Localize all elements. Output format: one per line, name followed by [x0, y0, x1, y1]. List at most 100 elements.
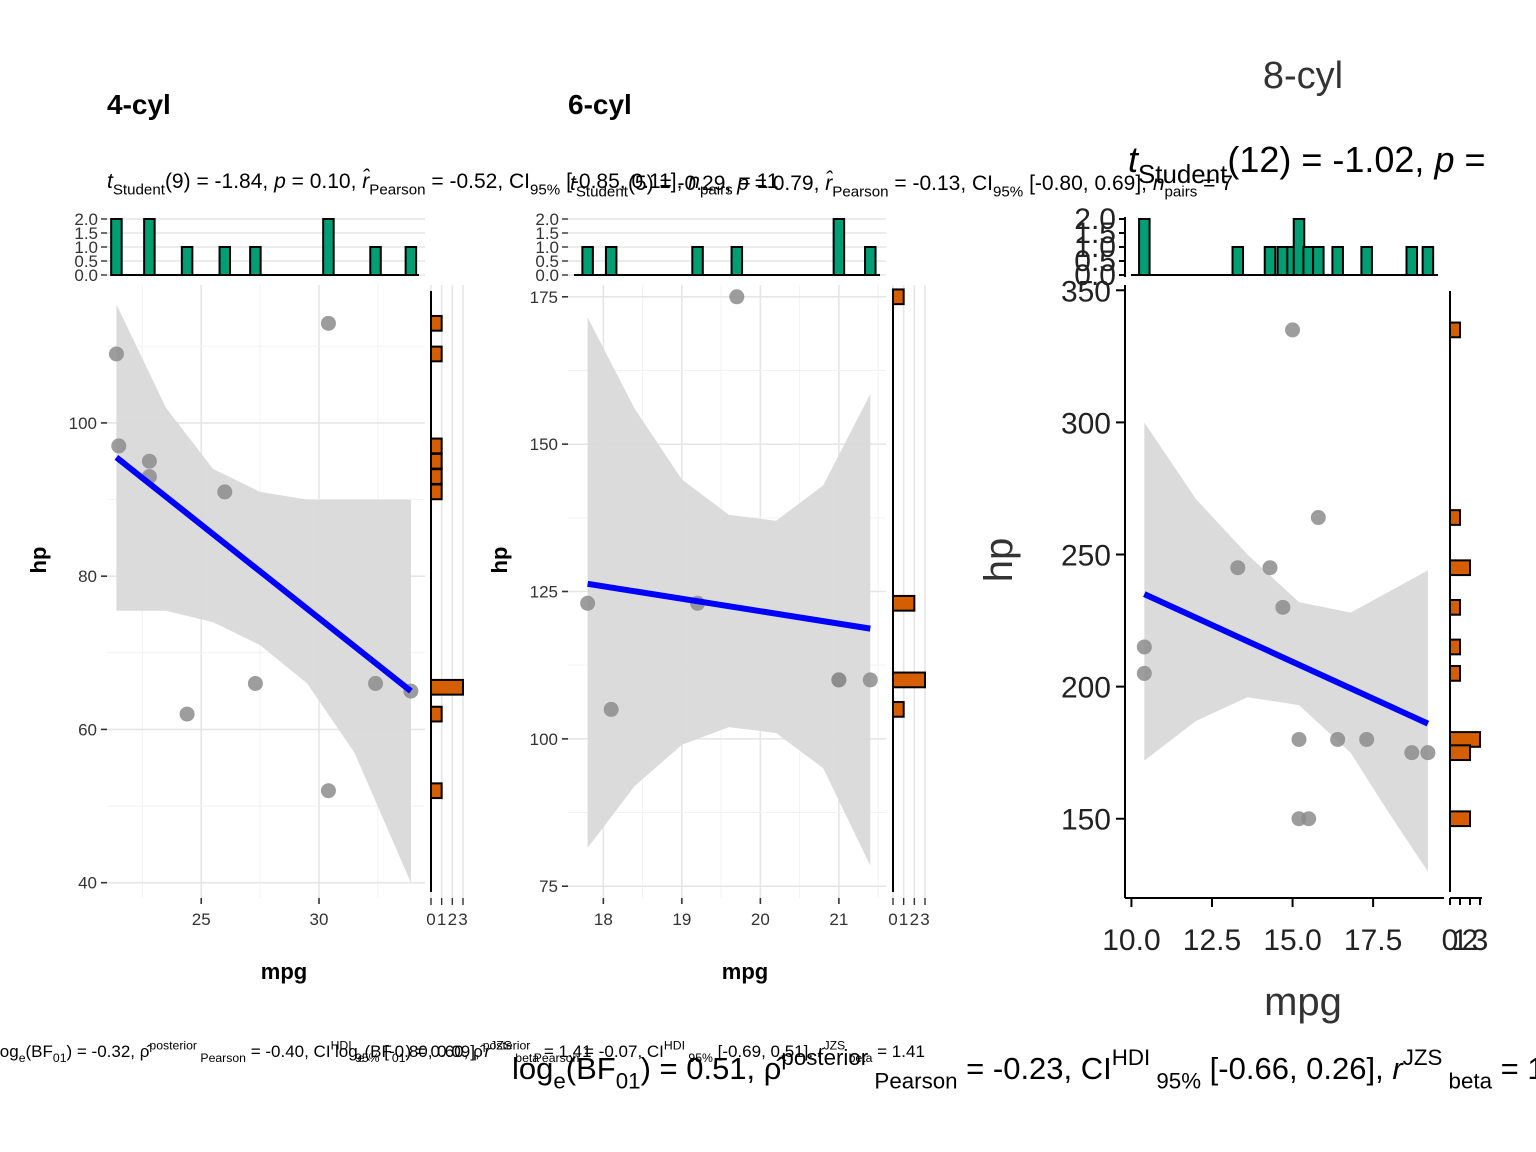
data-point	[217, 484, 233, 500]
top-hist-tick-label: 1.0	[535, 238, 559, 257]
caption-4-cyl: loge(BF01) = -0.32, ρ̂posterior Pearson …	[0, 1038, 592, 1065]
data-point	[1136, 665, 1152, 681]
y-tick-label: 75	[539, 877, 558, 896]
side-hist-bar	[892, 594, 916, 612]
top-hist-bar	[1312, 246, 1325, 276]
data-point	[831, 672, 847, 688]
x-axis-label: mpg	[261, 959, 307, 984]
top-hist-bar	[864, 246, 877, 276]
top-hist-tick-label: 0.0	[535, 266, 559, 285]
data-point	[1285, 322, 1301, 338]
top-hist-bar	[369, 246, 382, 276]
data-point	[1291, 811, 1307, 827]
side-hist-bar	[1449, 321, 1461, 339]
captions: loge(BF01) = -0.32, ρ̂posterior Pearson …	[0, 1038, 1536, 1093]
top-hist-tick-label: 2.0	[74, 210, 98, 229]
side-hist-bar	[430, 678, 464, 696]
data-point	[603, 701, 619, 717]
top-hist-bar	[1138, 218, 1151, 276]
data-point	[1359, 731, 1375, 747]
y-tick-label: 80	[78, 567, 97, 586]
side-hist-tick-label: 3	[920, 910, 929, 929]
top-hist-tick-label: 2.0	[535, 210, 559, 229]
top-hist-bar	[249, 246, 262, 276]
side-hist-tick-label: 0	[888, 910, 897, 929]
top-hist-bar	[832, 218, 846, 276]
x-tick-label: 10.0	[1102, 924, 1160, 957]
top-hist-tick-label: 0.5	[1074, 245, 1116, 278]
y-tick-label: 300	[1061, 407, 1111, 440]
top-hist-tick-label: 0.0	[74, 266, 98, 285]
side-hist-tick-label: 0	[426, 910, 435, 929]
y-tick-label: 125	[530, 583, 558, 602]
top-hist-tick-label: 0.5	[74, 252, 98, 271]
x-tick-label: 12.5	[1183, 924, 1241, 957]
side-hist-bar	[1449, 665, 1461, 682]
confidence-band	[1144, 422, 1428, 872]
y-tick-label: 150	[1061, 804, 1111, 837]
side-hist-tick-label: 3	[458, 910, 467, 929]
caption-6-cyl: loge(BF01) = 0.60, ρ̂posterior Pearson =…	[335, 1038, 925, 1065]
x-tick-label: 18	[594, 910, 613, 929]
panel-title: 6-cyl	[568, 89, 632, 120]
side-hist-bar	[430, 314, 443, 332]
y-axis-label: hp	[487, 547, 512, 574]
y-tick-label: 200	[1061, 672, 1111, 705]
side-hist-bar	[430, 437, 443, 455]
top-hist-bar	[404, 246, 418, 276]
x-tick-label: 30	[310, 910, 329, 929]
top-hist-bar	[730, 246, 744, 276]
panel-title: 8-cyl	[1263, 55, 1343, 97]
top-hist-bar	[604, 246, 618, 276]
data-point	[141, 453, 157, 469]
side-hist-bar	[430, 782, 443, 800]
side-hist-bar	[892, 701, 905, 718]
top-hist-tick-label: 1.5	[535, 224, 559, 243]
y-tick-label: 60	[78, 720, 97, 739]
y-tick-label: 175	[530, 288, 558, 307]
top-hist-bar	[581, 246, 594, 276]
data-point	[1420, 745, 1436, 761]
data-point	[320, 315, 336, 331]
data-point	[1275, 599, 1291, 615]
side-hist-bar	[430, 705, 443, 723]
side-hist-tick-label: 1	[899, 910, 908, 929]
top-hist-bar	[1360, 246, 1373, 276]
data-point	[1330, 731, 1346, 747]
data-point	[111, 438, 127, 454]
x-tick-label: 21	[829, 910, 848, 929]
side-hist-bar	[1449, 810, 1471, 828]
y-tick-label: 100	[530, 730, 558, 749]
top-hist-tick-label: 1.5	[74, 224, 98, 243]
data-point	[580, 595, 596, 611]
side-hist-bar	[430, 452, 443, 470]
regression-line	[1143, 591, 1430, 727]
side-hist-tick-label: 1	[437, 910, 446, 929]
data-point	[1404, 745, 1420, 761]
subtitle-6-cyl: tStudent(5) = -0.29, p = 0.79, r̂Pearson…	[570, 171, 1233, 200]
top-hist-bar	[1405, 246, 1419, 276]
side-hist-tick-label: 2	[1462, 924, 1479, 957]
side-hist-bar	[1449, 509, 1461, 526]
data-point	[1262, 560, 1278, 576]
side-hist-tick-label: 2	[448, 910, 457, 929]
x-tick-label: 15.0	[1263, 924, 1321, 957]
panel-title: 4-cyl	[107, 89, 171, 120]
data-point	[179, 706, 195, 722]
side-hist-bar	[1449, 638, 1461, 656]
top-hist-tick-label: 1.0	[1074, 231, 1116, 264]
x-axis-label: mpg	[1264, 980, 1342, 1024]
top-hist-bar	[110, 218, 123, 276]
confidence-band	[116, 304, 411, 883]
regression-line	[114, 455, 413, 694]
top-hist-bar	[143, 218, 156, 276]
y-axis-label: hp	[977, 538, 1021, 583]
side-hist-tick-label: 0	[1442, 924, 1459, 957]
data-point	[729, 289, 745, 305]
top-hist-bar	[1331, 246, 1344, 276]
data-point	[108, 346, 124, 362]
top-hist-bar	[322, 218, 335, 276]
side-hist-bar	[1449, 559, 1471, 577]
subtitles: tStudent(9) = -1.84, p = 0.10, r̂Pearson…	[107, 139, 1486, 200]
